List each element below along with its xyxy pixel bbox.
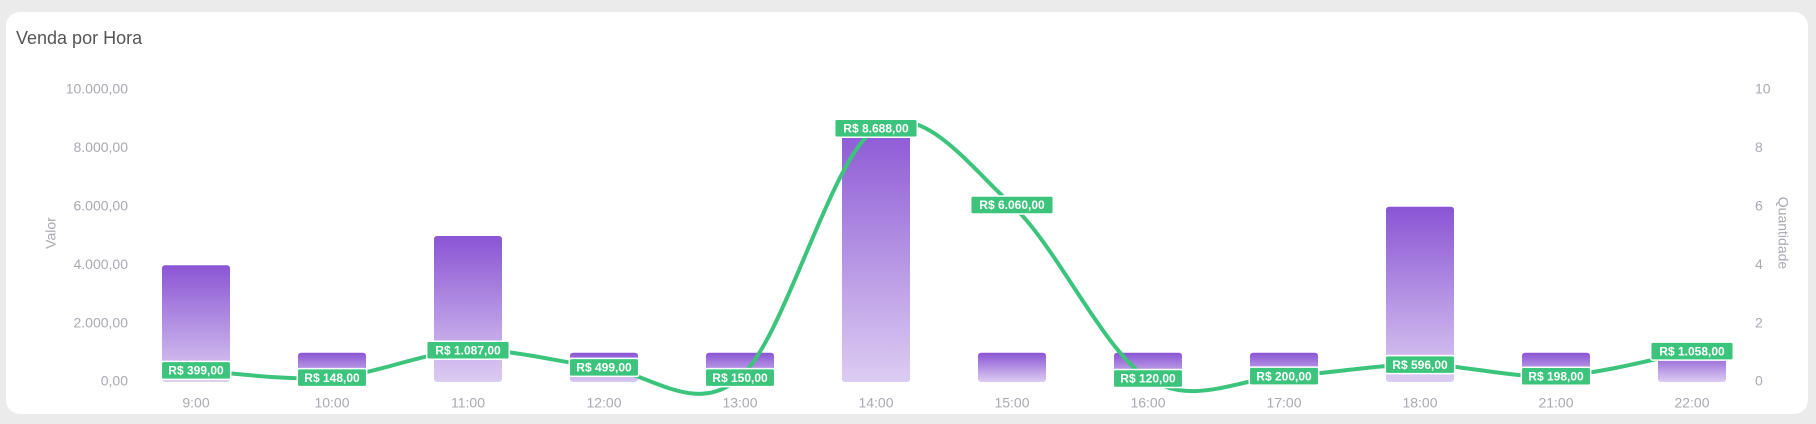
value-label-box [1248, 366, 1320, 386]
bar [434, 236, 502, 382]
x-tick-label: 14:00 [858, 395, 893, 411]
x-tick-label: 13:00 [722, 395, 757, 411]
y-tick-label: 6.000,00 [74, 198, 129, 214]
value-label: R$ 596,00 [1392, 358, 1448, 372]
y-tick-label: 10.000,00 [66, 81, 128, 97]
y-tick-label: 2.000,00 [74, 314, 129, 330]
value-label-box [969, 195, 1055, 215]
value-label-box [160, 360, 232, 381]
x-tick-label: 22:00 [1674, 395, 1709, 411]
bar [1386, 206, 1454, 382]
value-label-box [1112, 368, 1184, 389]
x-tick-label: 21:00 [1538, 395, 1573, 411]
y2-tick-label: 2 [1755, 314, 1763, 330]
value-label-box [425, 340, 511, 361]
x-tick-label: 17:00 [1266, 395, 1301, 411]
value-label-box [1520, 366, 1592, 386]
value-label: R$ 148,00 [304, 371, 360, 385]
y2-tick-label: 4 [1755, 256, 1763, 272]
x-tick-label: 18:00 [1402, 395, 1437, 411]
bar [162, 265, 230, 382]
bar [842, 119, 910, 382]
value-label-box [1384, 354, 1456, 375]
value-label: R$ 499,00 [576, 361, 632, 375]
value-label-box [1649, 341, 1735, 361]
value-label: R$ 1.087,00 [435, 343, 501, 357]
line [195, 119, 1693, 396]
x-tick-label: 9:00 [182, 395, 209, 411]
value-label: R$ 200,00 [1256, 369, 1312, 383]
y-axis-label: Valor [43, 217, 59, 249]
value-label: R$ 198,00 [1528, 369, 1584, 383]
bar [978, 352, 1046, 382]
value-label: R$ 8.688,00 [843, 121, 909, 135]
x-tick-label: 10:00 [314, 395, 349, 411]
x-tick-label: 12:00 [586, 395, 621, 411]
y2-axis-label: Quantidade [1775, 197, 1791, 270]
y2-tick-label: 6 [1755, 198, 1763, 214]
value-label-box [296, 367, 368, 388]
value-label-box [704, 367, 776, 388]
y-tick-label: 4.000,00 [74, 256, 129, 272]
y-tick-label: 0,00 [101, 373, 128, 389]
x-tick-label: 11:00 [451, 395, 485, 411]
value-label: R$ 6.060,00 [979, 198, 1045, 212]
x-tick-label: 16:00 [1130, 395, 1165, 411]
value-label: R$ 399,00 [168, 364, 224, 378]
x-tick-label: 15:00 [994, 395, 1029, 411]
value-label: R$ 120,00 [1120, 372, 1176, 386]
chart-title: Venda por Hora [16, 28, 143, 48]
y-tick-label: 8.000,00 [74, 139, 129, 155]
value-label-box [833, 118, 919, 139]
value-label-box [568, 357, 640, 378]
y2-tick-label: 8 [1755, 139, 1763, 155]
value-label: R$ 150,00 [712, 371, 768, 385]
y2-tick-label: 0 [1755, 373, 1763, 389]
y2-tick-label: 10 [1755, 81, 1771, 97]
value-label: R$ 1.058,00 [1659, 344, 1725, 358]
